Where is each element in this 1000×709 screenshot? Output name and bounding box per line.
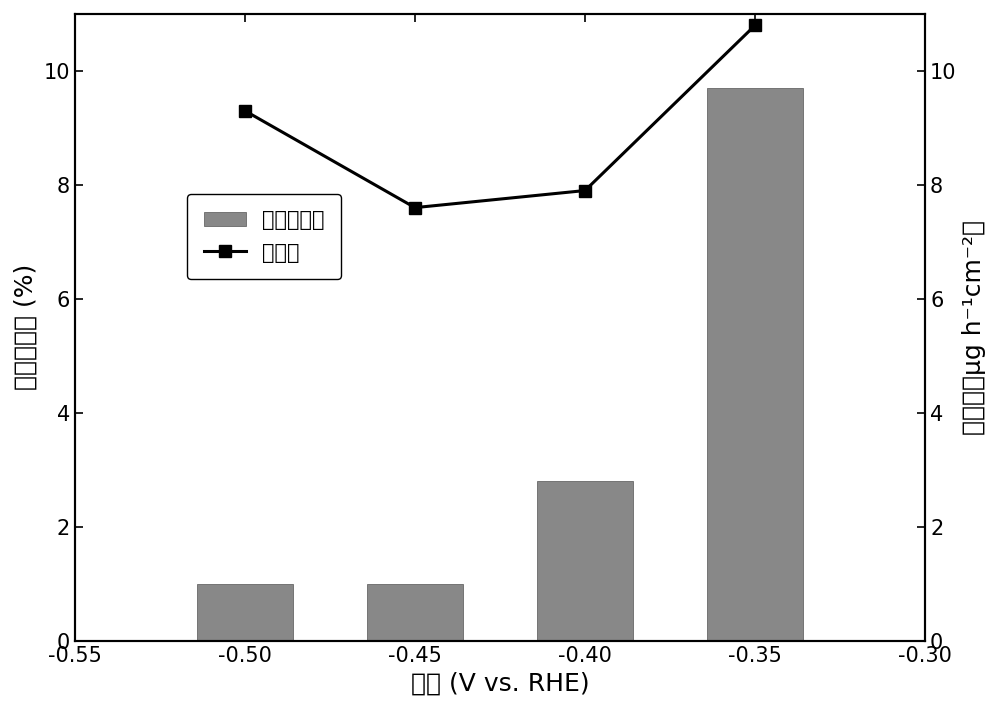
Legend: 法拉第效率, 氨产率: 法拉第效率, 氨产率 <box>187 194 341 279</box>
Bar <box>707 88 803 641</box>
Y-axis label: 氨产率（μg h⁻¹cm⁻²）: 氨产率（μg h⁻¹cm⁻²） <box>962 220 986 435</box>
X-axis label: 电压 (V vs. RHE): 电压 (V vs. RHE) <box>411 671 589 695</box>
Y-axis label: 法拉第效率 (%): 法拉第效率 (%) <box>14 264 38 391</box>
Bar <box>197 584 293 641</box>
Bar <box>367 584 463 641</box>
Bar <box>537 481 633 641</box>
